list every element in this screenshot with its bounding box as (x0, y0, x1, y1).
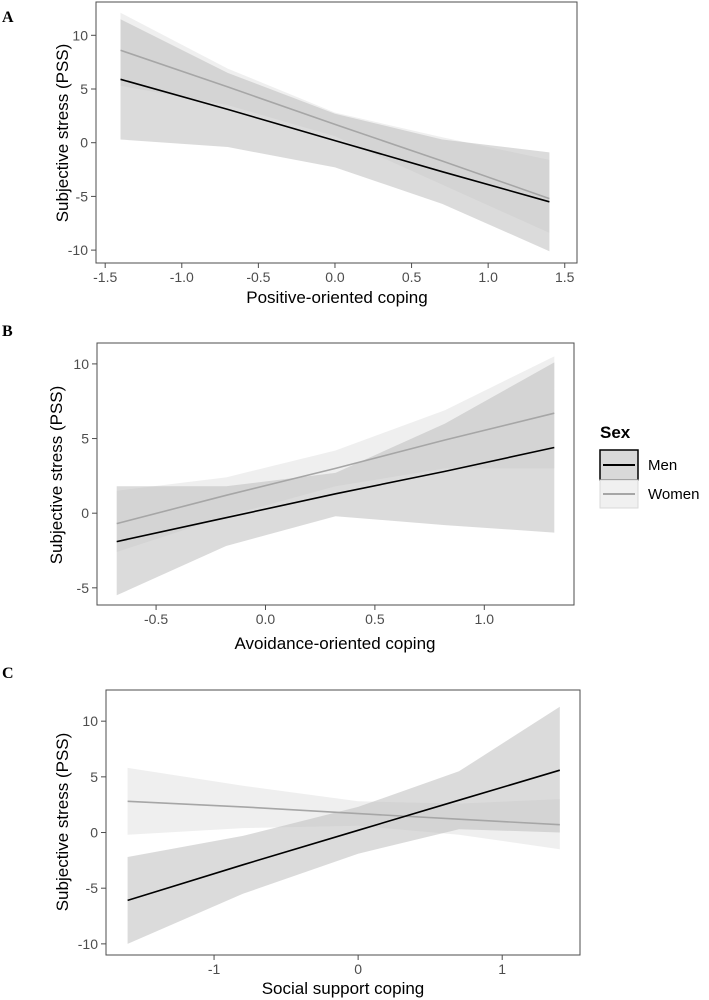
panel-a-x-tick-label: 1.0 (478, 269, 498, 285)
panel-c-line-men (127, 769, 561, 902)
panel-b-frame (96, 342, 575, 606)
panel-b-x-tick-label: -0.5 (144, 611, 168, 627)
panel-a-band-men (120, 19, 550, 252)
panel-letter-b: B (2, 323, 13, 340)
panel-b-x-tick-label: 0.0 (256, 611, 276, 627)
panel-letter-a: A (2, 9, 14, 26)
panel-c-y-axis-title: Subjective stress (PSS) (53, 733, 72, 912)
legend-label-men: Men (648, 457, 677, 474)
panel-c-y-tick-label: -10 (78, 936, 98, 952)
panel-b-plot: -0.5 0.0 0.5 1.0 10 5 0 -5 (73, 342, 575, 627)
panel-a-x-tick-label: -0.5 (246, 269, 270, 285)
panel-c-x-tick-label: 0 (354, 961, 362, 977)
panel-b-y-tick-label: 10 (73, 356, 89, 372)
panel-a-y-tick-label: 5 (80, 81, 88, 97)
panel-a-y-tick-label: -5 (76, 188, 89, 204)
panel-b-line-women (116, 412, 555, 525)
panel-a-x-tick-label: 1.5 (555, 269, 575, 285)
panel-a-x-tick-label: -1.5 (93, 269, 117, 285)
panel-b-y-tick-label: -5 (77, 580, 90, 596)
panel-a-x-axis-title: Positive-oriented coping (246, 288, 427, 307)
panel-a-x-tick-label: 0.0 (325, 269, 345, 285)
panel-c-x-tick-label: -1 (208, 961, 221, 977)
panel-b-x-axis-title: Avoidance-oriented coping (235, 634, 436, 653)
panel-letter-c: C (2, 665, 14, 682)
panel-a-y-tick-label: 10 (72, 27, 88, 43)
panel-b-y-axis-title: Subjective stress (PSS) (47, 386, 66, 565)
panel-c-frame (105, 689, 581, 956)
panel-b-band-men (116, 362, 555, 596)
panel-b-x-tick-label: 0.5 (365, 611, 385, 627)
panel-c-y-tick-label: 0 (90, 825, 98, 841)
panel-a-y-axis-title: Subjective stress (PSS) (53, 44, 72, 223)
panel-a-y-tick-label: 0 (80, 135, 88, 151)
panel-b-line-men (116, 446, 555, 543)
panel-c-x-tick-label: 1 (498, 961, 506, 977)
panel-c-line-women (127, 800, 560, 826)
panel-a-line-women (120, 49, 550, 200)
panel-a-x-tick-label: 0.5 (402, 269, 422, 285)
panel-b-x-tick-label: 1.0 (475, 611, 495, 627)
panel-a-y-tick-label: -10 (68, 242, 88, 258)
panel-c-x-axis-title: Social support coping (262, 979, 425, 998)
panel-a-line-men (120, 78, 550, 203)
panel-a-frame (95, 1, 578, 264)
panel-c-y-tick-label: 5 (90, 769, 98, 785)
panel-c-y-tick-label: -5 (86, 880, 99, 896)
panel-a-plot: -1.5 -1.0 -0.5 0.0 0.5 1.0 1.5 10 5 0 -5 -10 (68, 1, 578, 285)
panel-a-x-tick-label: -1.0 (170, 269, 194, 285)
panel-b-y-tick-label: 5 (81, 431, 89, 447)
legend-label-women: Women (648, 486, 699, 503)
panel-c-band-men (127, 706, 560, 944)
legend-title: Sex (600, 423, 631, 442)
panel-b-y-tick-label: 0 (81, 505, 89, 521)
panel-c-y-tick-label: 10 (82, 713, 98, 729)
